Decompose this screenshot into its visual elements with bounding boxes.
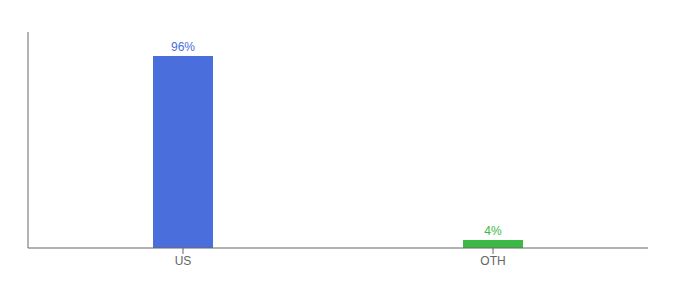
svg-text:US: US xyxy=(175,254,192,268)
svg-text:OTH: OTH xyxy=(480,254,505,268)
svg-text:96%: 96% xyxy=(171,40,195,54)
svg-text:4%: 4% xyxy=(484,224,502,238)
